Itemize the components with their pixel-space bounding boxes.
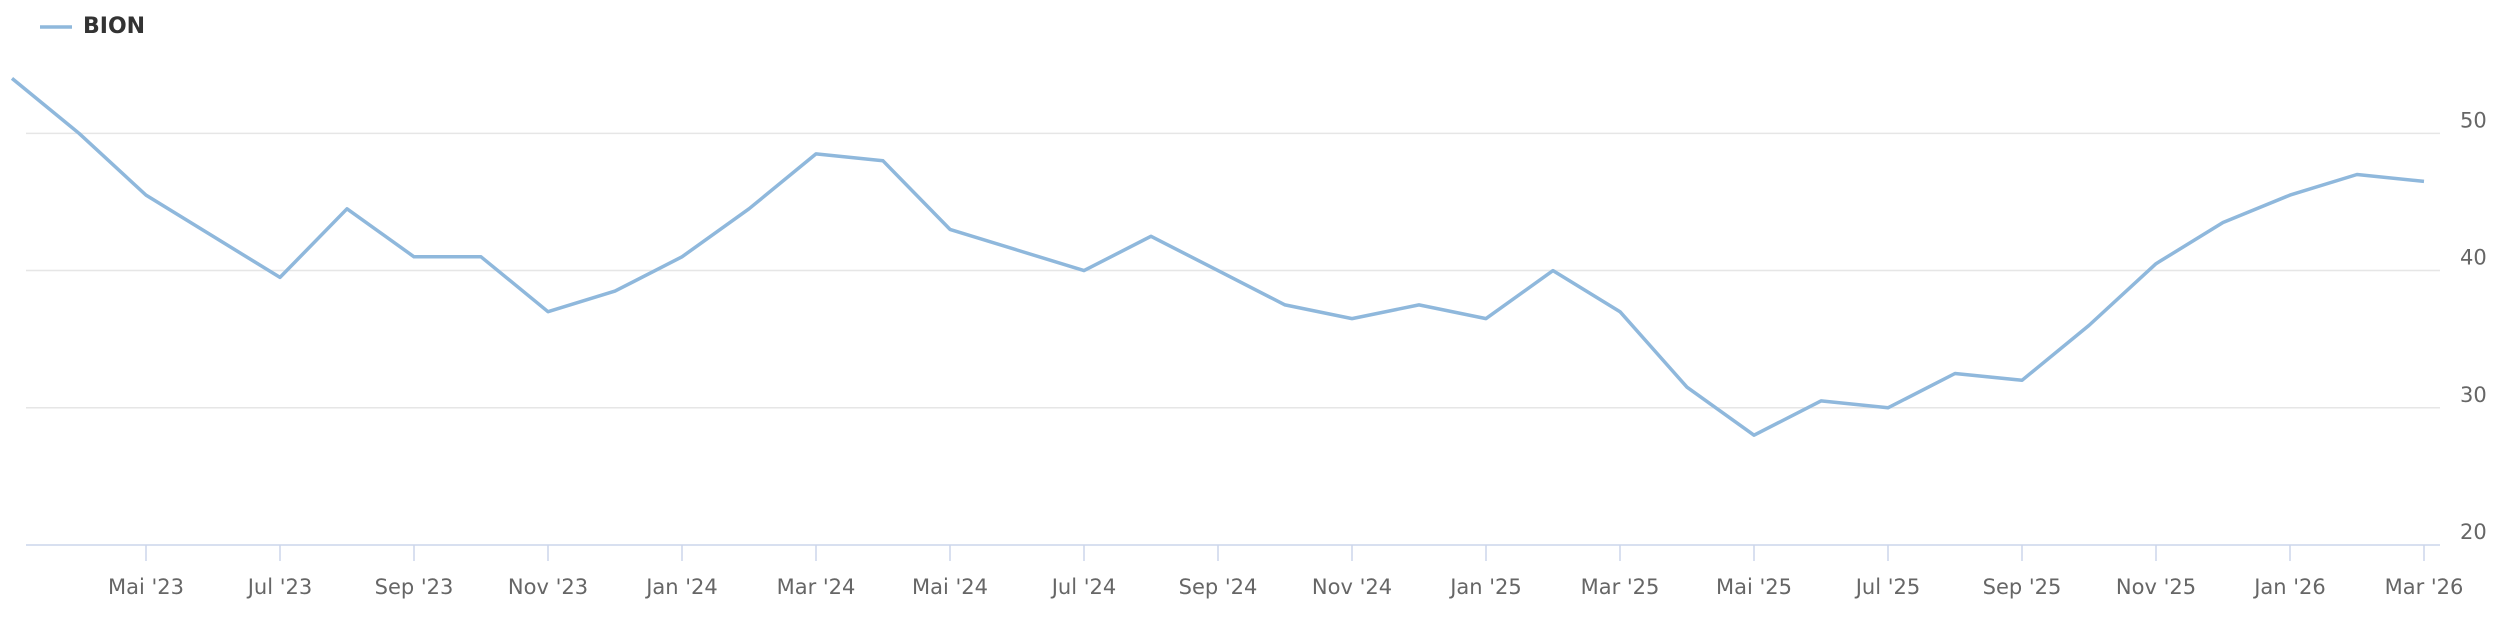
x-tick-label: Nov '25 [2116, 575, 2196, 599]
y-tick-label: 40 [2460, 246, 2487, 270]
y-tick-label: 30 [2460, 383, 2487, 407]
x-tick-label: Nov '24 [1312, 575, 1392, 599]
x-tick-label: Mai '25 [1716, 575, 1792, 599]
y-tick-label: 50 [2460, 108, 2487, 132]
x-tick-label: Sep '23 [375, 575, 454, 599]
x-tick-label: Nov '23 [508, 575, 588, 599]
x-tick-label: Mai '23 [108, 575, 184, 599]
x-tick-label: Sep '25 [1983, 575, 2062, 599]
x-tick-label: Mai '24 [912, 575, 988, 599]
x-tick-label: Mar '25 [1581, 575, 1660, 599]
x-tick-label: Jan '25 [1448, 575, 1522, 599]
x-tick-label: Jul '24 [1050, 575, 1117, 599]
line [10, 77, 2425, 437]
x-tick-label: Jan '26 [2252, 575, 2326, 599]
x-tick-label: Mar '24 [777, 575, 856, 599]
legend-label: BION [83, 14, 145, 39]
x-tick-label: Sep '24 [1179, 575, 1258, 599]
x-tick-label: Jul '25 [1854, 575, 1921, 599]
y-tick-label: 20 [2460, 520, 2487, 544]
x-tick-label: Jan '24 [644, 575, 718, 599]
x-tick-label: Mar '26 [2385, 575, 2464, 599]
x-tick-label: Jul '23 [246, 575, 313, 599]
